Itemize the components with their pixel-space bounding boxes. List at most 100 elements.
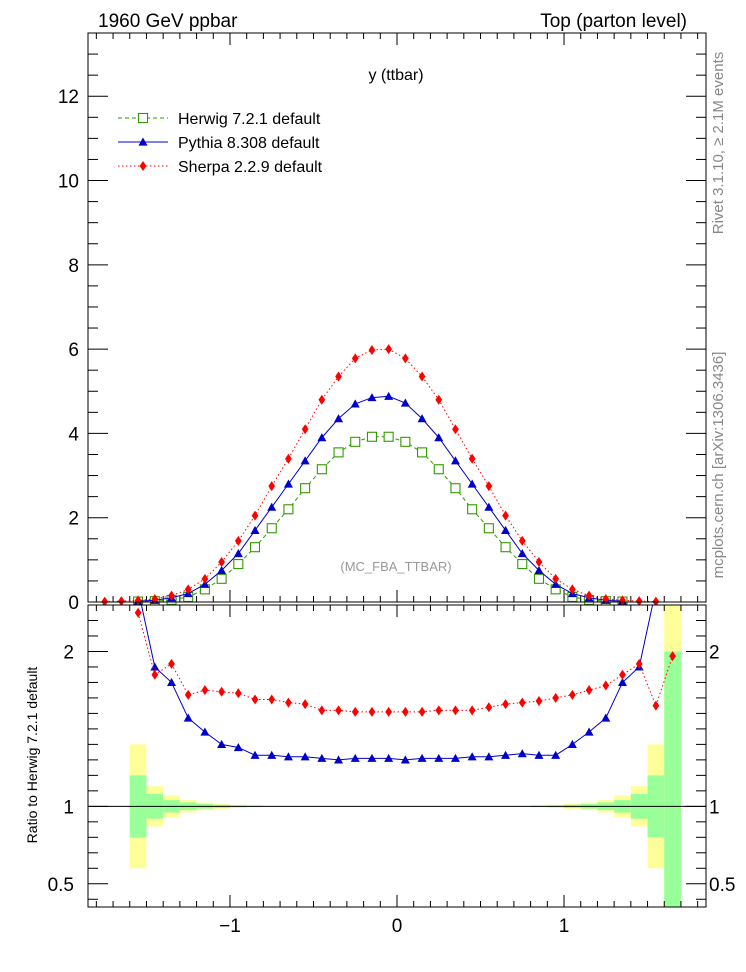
data-point-1-10 [300,456,310,465]
header-right: Top (parton level) [540,11,687,32]
series-1 [134,607,676,717]
y-tick-label: 0.5 [48,875,74,896]
x-tick-label: 1 [559,916,570,937]
data-point-1-23 [518,697,526,708]
data-point-1-32 [669,651,676,662]
data-point-1-22 [501,525,511,534]
data-point-0-5 [216,573,227,584]
data-point-2-4 [168,590,175,601]
data-point-2-11 [285,453,292,464]
x-tick-label: −1 [219,916,241,937]
data-point-0-10 [300,752,310,761]
data-point-0-15 [384,753,394,762]
y-tick-label: 6 [68,340,79,361]
data-point-1-14 [367,393,377,402]
data-point-2-1 [118,596,125,605]
data-point-2-23 [485,481,493,492]
data-point-1-18 [434,433,444,442]
data-point-1-19 [450,456,460,465]
legend-label: Herwig 7.2.1 default [178,111,321,128]
data-point-1-0 [134,607,142,618]
y-tick-label-right: 1 [709,797,720,818]
data-point-1-7 [250,525,260,534]
data-point-0-20 [467,504,478,515]
data-point-2-22 [468,453,476,464]
data-point-0-19 [450,753,460,762]
data-point-1-24 [535,696,543,707]
band-green [664,651,681,907]
data-point-2-31 [619,595,626,605]
data-point-2-27 [552,573,560,584]
data-point-1-5 [217,565,227,574]
data-point-1-10 [301,699,309,710]
watermark: (MC_FBA_TTBAR) [340,559,451,574]
data-point-0-22 [500,542,511,553]
data-point-1-3 [184,689,192,700]
uncertainty-bands [129,605,681,907]
y-tick-label: 1 [63,797,74,818]
data-point-0-28 [601,713,611,722]
x-tick-label: 0 [392,916,403,937]
data-point-0-6 [233,742,243,752]
data-point-2-28 [569,584,576,595]
series-0 [140,605,654,764]
data-point-1-6 [233,549,243,558]
data-point-0-23 [517,749,527,758]
data-point-1-8 [267,502,277,511]
data-point-0-13 [350,753,360,762]
data-point-1-17 [418,706,426,717]
data-point-2-25 [518,535,526,546]
data-point-1-5 [218,686,225,697]
data-point-1-9 [285,697,292,708]
main-title: y (ttbar) [368,67,423,84]
data-point-0-24 [534,750,544,759]
data-point-2-26 [535,556,543,567]
legend-marker [139,161,147,171]
data-point-1-19 [452,705,459,716]
data-point-1-15 [385,706,393,717]
data-point-1-9 [283,479,293,488]
legend-label: Sherpa 2.2.9 default [178,159,323,176]
data-point-0-27 [584,727,594,736]
data-point-1-16 [401,706,409,717]
data-point-2-6 [201,573,209,584]
data-point-0-7 [249,542,261,553]
y-tick-label: 4 [68,424,79,445]
data-point-0-6 [233,559,244,570]
data-point-0-8 [267,750,277,759]
data-point-2-24 [502,510,509,521]
data-point-1-30 [635,658,643,669]
data-point-0-18 [434,753,444,762]
y-tick-label: 10 [58,172,79,193]
data-point-1-26 [569,689,576,700]
data-point-1-13 [351,706,359,717]
plot-frame [87,604,707,908]
data-point-1-21 [485,702,493,713]
data-point-0-4 [200,727,210,736]
data-point-1-27 [585,685,593,696]
data-point-1-21 [484,502,494,511]
ratio-panel: 0.5 0.5 1 1 2 2 −1 0 1 [48,604,735,937]
data-point-2-16 [368,344,376,355]
data-point-2-13 [318,394,326,405]
data-point-0-10 [300,483,311,494]
data-point-0-11 [317,753,327,762]
data-point-2-29 [585,590,593,601]
plot-frame [87,32,707,603]
data-point-2-9 [251,510,259,521]
data-point-0-24 [533,573,545,584]
data-point-1-25 [551,579,561,588]
data-point-2-15 [351,353,359,364]
data-point-2-8 [234,535,242,546]
data-point-0-26 [567,739,577,748]
data-point-2-0 [101,596,109,605]
data-point-1-29 [619,669,626,680]
data-point-0-22 [501,750,511,759]
y-tick-label-right: 0.5 [709,875,735,896]
data-point-0-25 [551,750,561,759]
data-point-1-1 [151,669,159,680]
legend-marker [137,112,149,124]
data-point-0-14 [367,753,377,762]
data-point-0-16 [400,436,411,447]
